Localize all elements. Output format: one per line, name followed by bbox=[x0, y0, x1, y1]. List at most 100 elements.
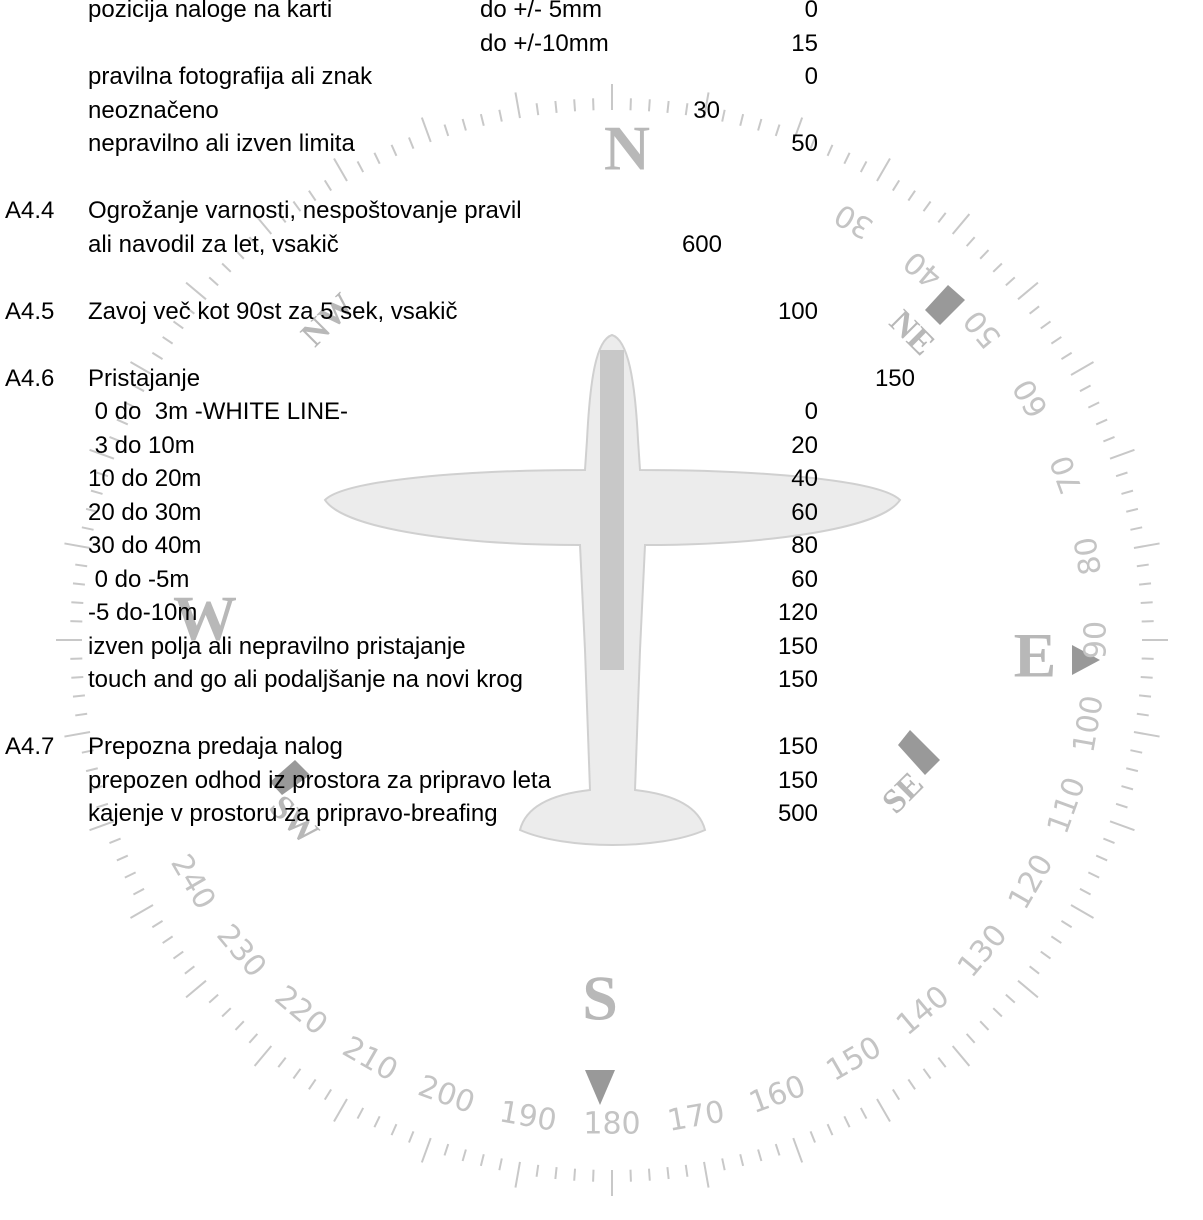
row-label: pozicija naloge na karti bbox=[88, 0, 332, 24]
row-value: 50 bbox=[518, 130, 818, 158]
compass-tick bbox=[309, 1079, 316, 1089]
compass-tick bbox=[1096, 856, 1107, 861]
compass-tick bbox=[649, 1169, 650, 1181]
compass-tick bbox=[908, 1079, 915, 1089]
compass-degree: 210 bbox=[336, 1030, 403, 1089]
compass-tick bbox=[828, 145, 833, 156]
compass-tick bbox=[125, 872, 136, 877]
compass-tick bbox=[71, 602, 83, 603]
compass-tick bbox=[1134, 732, 1160, 737]
compass-tick bbox=[109, 839, 120, 843]
compass-tick bbox=[152, 353, 162, 359]
compass-degree: 40 bbox=[897, 244, 949, 295]
row-label: 3 do 10m bbox=[88, 432, 195, 460]
compass-tick bbox=[209, 277, 218, 285]
compass-degree: 230 bbox=[209, 918, 273, 984]
compass-tick bbox=[358, 1108, 364, 1119]
row-value: 150 bbox=[518, 633, 818, 661]
compass-tick bbox=[374, 153, 379, 164]
row-label: 0 do 3m -WHITE LINE- bbox=[88, 398, 348, 426]
row-label: nepravilno ali izven limita bbox=[88, 130, 355, 158]
cardinal-s: S bbox=[582, 963, 618, 1034]
compass-tick bbox=[758, 119, 761, 131]
compass-tick bbox=[1130, 527, 1142, 529]
row-label: izven polja ali nepravilno pristajanje bbox=[88, 633, 466, 661]
compass-tick bbox=[1116, 804, 1127, 808]
compass-tick bbox=[249, 1034, 257, 1043]
compass-tick bbox=[1126, 768, 1138, 771]
row-value: 20 bbox=[518, 432, 818, 460]
compass-tick bbox=[515, 1162, 520, 1188]
section-code: A4.7 bbox=[5, 733, 54, 761]
compass-degree: 70 bbox=[1044, 451, 1090, 499]
compass-tick bbox=[278, 1058, 285, 1067]
compass-tick bbox=[574, 1169, 575, 1181]
compass-tick bbox=[1130, 750, 1142, 752]
compass-tick bbox=[358, 161, 364, 172]
compass-tick bbox=[1116, 473, 1127, 477]
compass-tick bbox=[163, 337, 173, 344]
row-label: Zavoj več kot 90st za 5 sek, vsakič bbox=[88, 298, 457, 326]
compass-tick bbox=[1139, 583, 1151, 584]
row-label: Prepozna predaja nalog bbox=[88, 733, 343, 761]
compass-degree: 110 bbox=[1041, 773, 1093, 839]
compass-tick bbox=[924, 202, 931, 212]
compass-tick bbox=[722, 110, 724, 122]
row-value: 150 bbox=[518, 767, 818, 795]
compass-tick bbox=[993, 263, 1002, 271]
compass-tick bbox=[409, 137, 413, 148]
compass-tick bbox=[1137, 714, 1149, 716]
compass-tick bbox=[793, 1138, 802, 1162]
compass-tick bbox=[1110, 450, 1134, 459]
compass-degree: 240 bbox=[163, 848, 222, 915]
compass-tick bbox=[445, 125, 449, 136]
compass-tick bbox=[861, 161, 867, 172]
compass-tick bbox=[967, 1034, 975, 1043]
compass-tick bbox=[186, 981, 206, 998]
compass-degree: 60 bbox=[1006, 373, 1055, 424]
compass-tick bbox=[64, 543, 90, 548]
compass-tick bbox=[499, 1158, 501, 1170]
compass-tick bbox=[1071, 905, 1094, 918]
row-value: 0 bbox=[518, 63, 818, 91]
compass-tick bbox=[980, 1021, 988, 1030]
compass-tick bbox=[1088, 872, 1099, 877]
compass-tick bbox=[893, 1089, 899, 1099]
row-value: 600 bbox=[422, 231, 722, 259]
compass-tick bbox=[758, 1149, 761, 1161]
compass-degree: 90 bbox=[1079, 621, 1114, 659]
compass-degree: 180 bbox=[583, 1107, 640, 1142]
compass-tick bbox=[1088, 402, 1099, 407]
compass-tick bbox=[1041, 321, 1051, 328]
compass-degree: 140 bbox=[890, 979, 956, 1043]
section-code: A4.4 bbox=[5, 197, 54, 225]
row-label: touch and go ali podaljšanje na novi kro… bbox=[88, 666, 523, 694]
compass-tick bbox=[1121, 491, 1133, 494]
compass-tick bbox=[1080, 889, 1091, 895]
compass-tick bbox=[1103, 437, 1114, 441]
compass-degree: 80 bbox=[1068, 534, 1109, 578]
compass-tick bbox=[185, 966, 194, 973]
compass-tick bbox=[1018, 981, 1038, 998]
row-label: -5 do-10m bbox=[88, 599, 197, 627]
compass-tick bbox=[938, 1058, 945, 1067]
compass-degree: 150 bbox=[820, 1030, 887, 1089]
compass-tick bbox=[1051, 936, 1061, 943]
compass-tick bbox=[1018, 283, 1038, 300]
compass-degree: 30 bbox=[829, 196, 880, 245]
compass-tick bbox=[445, 1144, 449, 1155]
compass-tick bbox=[1134, 543, 1160, 548]
compass-tick bbox=[1141, 602, 1153, 603]
compass-tick bbox=[222, 1008, 231, 1016]
compass-tick bbox=[537, 1165, 539, 1177]
compass-tick bbox=[722, 1158, 724, 1170]
compass-tick bbox=[844, 153, 849, 164]
compass-tick bbox=[1121, 786, 1133, 789]
cardinal-e: E bbox=[1014, 620, 1057, 691]
compass-tick bbox=[334, 1099, 347, 1122]
row-label: Pristajanje bbox=[88, 365, 200, 393]
compass-degree: 130 bbox=[951, 918, 1015, 984]
compass-tick bbox=[844, 1116, 849, 1127]
compass-tick bbox=[481, 1154, 484, 1166]
compass-tick bbox=[255, 1046, 272, 1066]
